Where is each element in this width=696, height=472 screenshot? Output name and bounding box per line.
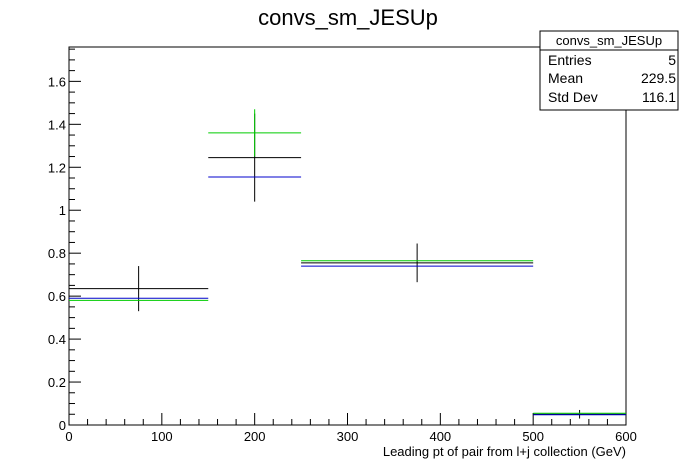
y-tick-label: 0.2 xyxy=(48,375,66,390)
x-axis: 0 100 200 300 400 500 600 xyxy=(65,413,637,444)
y-tick-label: 0 xyxy=(59,418,66,433)
chart-title: convs_sm_JESUp xyxy=(258,5,438,30)
y-axis: 0 0.2 0.4 0.6 0.8 1 1.2 1.4 1.6 xyxy=(48,48,81,433)
x-tick-label: 200 xyxy=(244,429,266,444)
stats-title: convs_sm_JESUp xyxy=(556,33,662,48)
stats-stddev-label: Std Dev xyxy=(548,89,598,105)
y-tick-label: 0.6 xyxy=(48,289,66,304)
y-tick-label: 1 xyxy=(59,203,66,218)
y-tick-label: 1.2 xyxy=(48,160,66,175)
x-axis-label: Leading pt of pair from l+j collection (… xyxy=(383,444,626,459)
histogram-series xyxy=(69,109,626,419)
y-tick-label: 0.8 xyxy=(48,246,66,261)
x-tick-label: 0 xyxy=(65,429,72,444)
x-tick-label: 500 xyxy=(522,429,544,444)
stats-entries-label: Entries xyxy=(548,52,592,68)
x-tick-label: 400 xyxy=(429,429,451,444)
stats-mean-label: Mean xyxy=(548,70,583,86)
stats-entries-value: 5 xyxy=(668,52,676,68)
stats-mean-value: 229.5 xyxy=(641,70,676,86)
y-tick-label: 0.4 xyxy=(48,332,66,347)
stats-stddev-value: 116.1 xyxy=(642,89,676,105)
stats-box: convs_sm_JESUp Entries 5 Mean 229.5 Std … xyxy=(539,30,679,111)
series-1 xyxy=(69,109,626,414)
y-tick-label: 1.6 xyxy=(48,74,66,89)
y-tick-label: 1.4 xyxy=(48,117,66,132)
series-2 xyxy=(69,176,626,416)
x-tick-label: 300 xyxy=(337,429,359,444)
x-tick-label: 100 xyxy=(151,429,173,444)
x-tick-label: 600 xyxy=(615,429,637,444)
